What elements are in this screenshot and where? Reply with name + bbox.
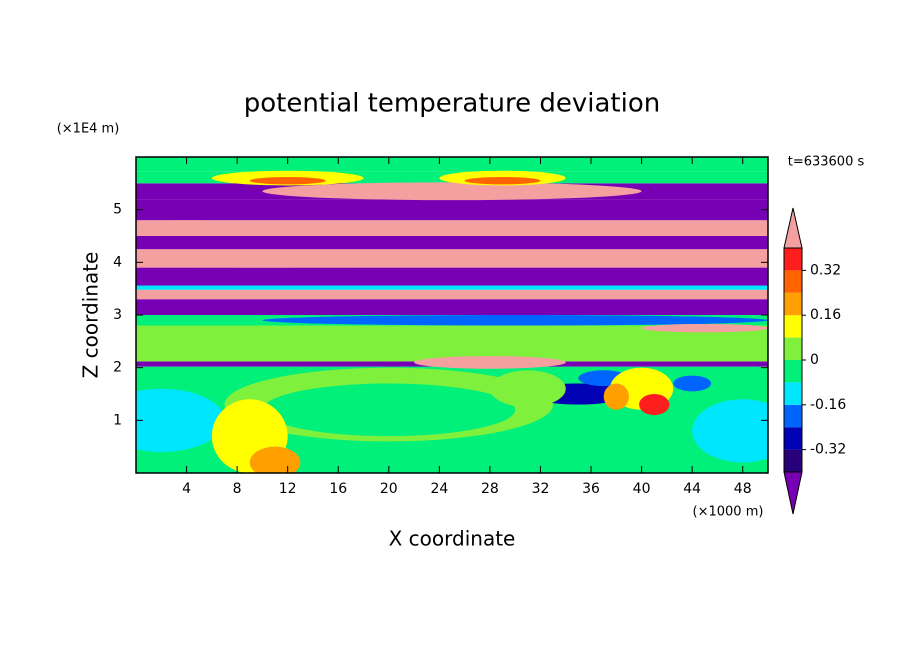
x-tick-label: 8: [233, 481, 242, 497]
x-tick-label: 4: [182, 481, 191, 497]
colorbar-swatch: [784, 248, 802, 271]
colorbar-swatch: [784, 449, 802, 472]
field-blob: [262, 383, 516, 437]
field-blob: [692, 399, 768, 463]
x-tick-label: 44: [683, 481, 701, 497]
field-band: [136, 325, 768, 362]
field-blob: [639, 394, 670, 416]
colorbar-swatch: [784, 315, 802, 338]
y-unit: (×1E4 m): [57, 122, 120, 137]
y-tick-label: 1: [113, 412, 122, 428]
y-tick-label: 3: [113, 307, 122, 323]
field-blob: [464, 177, 541, 185]
field-blob: [136, 220, 263, 236]
contour-field: [136, 157, 768, 473]
x-tick-label: 48: [734, 481, 752, 497]
field-blob: [262, 315, 768, 326]
x-unit: (×1000 m): [693, 505, 764, 520]
field-blob: [249, 177, 326, 185]
time-label: t=633600 s: [788, 155, 865, 170]
x-tick-label: 16: [329, 481, 347, 497]
x-tick-label: 28: [481, 481, 499, 497]
field-band: [136, 267, 768, 286]
x-tick-label: 40: [633, 481, 651, 497]
colorbar-tick-label: -0.32: [810, 442, 846, 458]
field-band: [136, 199, 768, 221]
x-tick-label: 12: [279, 481, 297, 497]
x-tick-label: 36: [582, 481, 600, 497]
colorbar-under: [783, 471, 803, 515]
field-blob: [414, 356, 566, 369]
x-axis-label: X coordinate: [389, 527, 516, 551]
y-tick-label: 5: [113, 202, 122, 218]
colorbar-swatch: [784, 337, 802, 360]
field-band: [136, 157, 768, 172]
x-tick-label: 24: [430, 481, 448, 497]
colorbar-over: [783, 207, 803, 249]
field-band: [136, 236, 768, 250]
colorbar-tick-label: -0.16: [810, 397, 846, 413]
field-blob: [603, 383, 629, 410]
colorbar-tick-label: 0: [810, 352, 819, 368]
field-blob: [136, 388, 225, 452]
field-band: [136, 289, 768, 300]
field-blob: [489, 370, 566, 408]
y-axis-label: Z coordinate: [79, 252, 103, 379]
colorbar-swatch: [784, 382, 802, 405]
field-blob: [262, 182, 642, 201]
field-band: [136, 220, 768, 236]
y-tick-label: 4: [113, 254, 122, 270]
field-blob: [673, 375, 712, 392]
colorbar-tick-label: 0.32: [810, 262, 841, 278]
colorbar-swatch: [784, 404, 802, 428]
field-band: [136, 299, 768, 315]
colorbar-swatch: [784, 427, 802, 450]
y-tick-label: 2: [113, 360, 122, 376]
colorbar-swatch: [784, 270, 802, 293]
colorbar-swatch: [784, 360, 802, 383]
field-band: [136, 285, 768, 290]
colorbar-tick-label: 0.16: [810, 307, 841, 323]
x-tick-label: 32: [532, 481, 550, 497]
colorbar-swatch: [784, 292, 802, 316]
x-tick-label: 20: [380, 481, 398, 497]
chart-title: potential temperature deviation: [244, 89, 660, 119]
field-blob: [136, 257, 440, 268]
field-blob: [641, 323, 768, 333]
